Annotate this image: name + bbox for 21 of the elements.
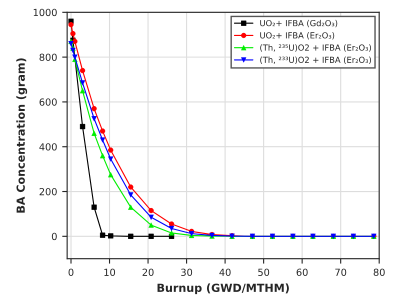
legend-label: (Th, ²³⁵U)O2 + IFBA (Er₂O₃)	[260, 44, 371, 52]
y-tick-label: 800	[40, 54, 57, 61]
legend-label: (Th, ²³³U)O2 + IFBA (Er₂O₃)	[260, 56, 371, 64]
x-tick-label: 70	[335, 268, 346, 276]
y-tick-label: 600	[40, 98, 57, 106]
x-tick-label: 30	[181, 268, 192, 276]
x-tick-label: 80	[374, 268, 385, 276]
y-tick-label: 1000	[34, 8, 57, 16]
y-axis-title: BA Concentration (gram)	[16, 58, 28, 213]
x-tick-label: 40	[219, 268, 231, 276]
x-tick-label: 20	[142, 268, 154, 276]
y-tick-label: 200	[40, 188, 57, 196]
y-tick-label: 400	[39, 143, 57, 151]
x-tick-label: 60	[296, 268, 308, 276]
x-axis-title: Burnup (GWD/MTHM)	[158, 283, 289, 294]
legend-label: UO₂+ IFBA (Er₂O₃)	[260, 32, 334, 40]
legend-label: UO₂+ IFBA (Gd₂O₃)	[260, 20, 338, 28]
x-tick-label: 0	[68, 268, 74, 276]
x-tick-label: 10	[104, 268, 116, 276]
x-tick-label: 50	[258, 268, 270, 276]
y-tick-label: 0	[52, 232, 57, 240]
